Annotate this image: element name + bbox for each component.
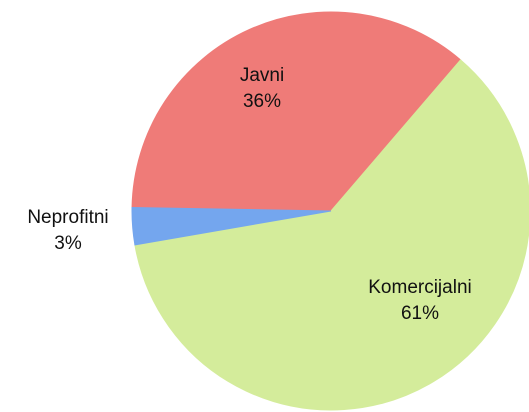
pie-slice [134, 59, 529, 411]
pie-slice [131, 11, 462, 212]
slice-label: Neprofitni [27, 207, 108, 228]
slice-label: Javni [240, 65, 284, 86]
slice-value-label: 61% [401, 303, 439, 324]
slice-value-label: 3% [54, 233, 82, 254]
pie-slice [131, 207, 332, 246]
slice-value-label: 36% [243, 91, 281, 112]
slice-label: Komercijalni [368, 277, 471, 298]
